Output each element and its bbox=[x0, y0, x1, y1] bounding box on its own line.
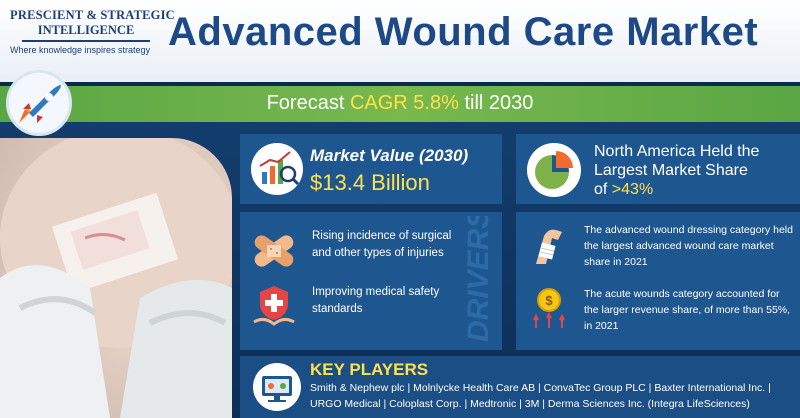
cagr-text: Forecast CAGR 5.8% till 2030 bbox=[0, 92, 800, 115]
insight-text: The advanced wound dressing category hel… bbox=[584, 224, 793, 268]
key-players-line-1: Smith & Nephew plc | Molnlycke Health Ca… bbox=[310, 382, 771, 394]
market-value-card: Market Value (2030) $13.4 Billion bbox=[240, 134, 502, 204]
north-america-card: North America Held the Largest Market Sh… bbox=[516, 134, 800, 204]
category-insights-card: The advanced wound dressing category hel… bbox=[516, 212, 800, 350]
driver-text: Rising incidence of surgical and other t… bbox=[312, 230, 452, 259]
drivers-title: DRIVERS bbox=[462, 216, 495, 342]
company-logo: PRESCIENT & STRATEGIC INTELLIGENCE Where… bbox=[10, 8, 175, 55]
drivers-card: Rising incidence of surgical and other t… bbox=[240, 209, 502, 350]
wound-dressing-photo bbox=[0, 138, 232, 418]
rocket-icon bbox=[6, 70, 72, 136]
key-players-card: KEY PLAYERS Smith & Nephew plc | Molnlyc… bbox=[240, 356, 800, 418]
drivers-vertical-title: DRIVERS bbox=[460, 209, 500, 346]
driver-text: Improving medical safety standards bbox=[312, 286, 440, 315]
cagr-banner: Forecast CAGR 5.8% till 2030 bbox=[0, 86, 800, 122]
logo-line-2: INTELLIGENCE bbox=[22, 23, 150, 42]
pie-chart-icon bbox=[526, 142, 582, 198]
medical-shield-icon bbox=[248, 282, 300, 330]
header-band: PRESCIENT & STRATEGIC INTELLIGENCE Where… bbox=[0, 0, 800, 82]
cagr-value: CAGR 5.8% bbox=[349, 92, 459, 114]
logo-tagline: Where knowledge inspires strategy bbox=[10, 45, 151, 55]
key-players-icon bbox=[252, 362, 302, 412]
logo-line-1: PRESCIENT & STRATEGIC bbox=[10, 8, 175, 22]
key-players-line-2: URGO Medical | Coloplast Corp. | Medtron… bbox=[310, 398, 750, 410]
north-america-line-1: North America Held the bbox=[594, 143, 760, 160]
north-america-prefix: of bbox=[594, 181, 612, 198]
insight-text: The acute wounds category accounted for … bbox=[584, 288, 791, 332]
svg-text:$: $ bbox=[545, 293, 553, 308]
market-chart-icon bbox=[250, 142, 304, 196]
key-players-list: Smith & Nephew plc | Molnlycke Health Ca… bbox=[310, 380, 790, 412]
cagr-prefix: Forecast bbox=[266, 92, 350, 114]
north-america-share: >43% bbox=[611, 181, 654, 198]
bandaged-arm-icon bbox=[528, 222, 570, 268]
revenue-coin-icon: $ bbox=[528, 286, 570, 332]
north-america-line-2: Largest Market Share bbox=[594, 162, 748, 179]
north-america-line-3: of >43% bbox=[594, 180, 759, 199]
market-value-amount: $13.4 Billion bbox=[310, 170, 430, 195]
cagr-suffix: till 2030 bbox=[458, 92, 534, 114]
bandage-icon bbox=[248, 226, 300, 274]
market-value-label: Market Value (2030) bbox=[310, 146, 469, 165]
page-title: Advanced Wound Care Market bbox=[168, 10, 759, 54]
key-players-title: KEY PLAYERS bbox=[310, 360, 429, 379]
north-america-text: North America Held the Largest Market Sh… bbox=[594, 142, 759, 199]
